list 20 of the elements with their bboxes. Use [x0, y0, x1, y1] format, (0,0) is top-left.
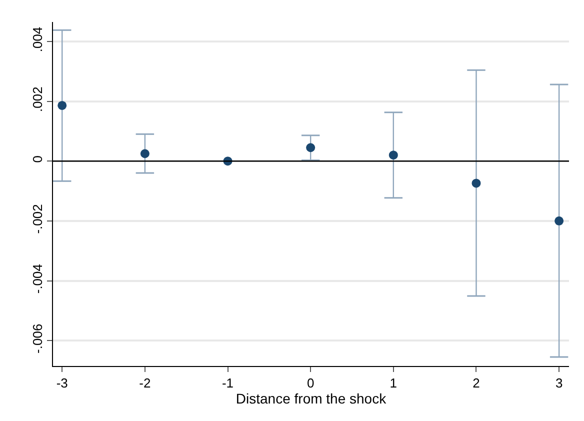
y-tick-label: -.002 — [30, 204, 45, 234]
y-tick-label: -.004 — [30, 264, 45, 294]
point — [58, 100, 67, 110]
point — [554, 216, 564, 226]
x-tick-label: -1 — [222, 376, 234, 391]
y-tick-label: .004 — [30, 26, 45, 52]
y-tick-label: .002 — [30, 86, 45, 112]
x-tick-label: 0 — [306, 376, 314, 391]
point — [472, 178, 481, 188]
point — [388, 150, 398, 160]
point — [306, 143, 316, 152]
x-axis-title: Distance from the shock — [236, 390, 388, 407]
x-tick-label: 1 — [390, 376, 398, 391]
y-tick-label: -.006 — [30, 324, 45, 354]
x-tick-label: 3 — [555, 376, 563, 391]
point — [140, 149, 150, 158]
x-tick-label: -2 — [139, 376, 151, 391]
x-tick-label: -3 — [56, 376, 68, 391]
y-tick-label: 0 — [30, 156, 45, 163]
x-tick-label: 2 — [472, 376, 480, 391]
